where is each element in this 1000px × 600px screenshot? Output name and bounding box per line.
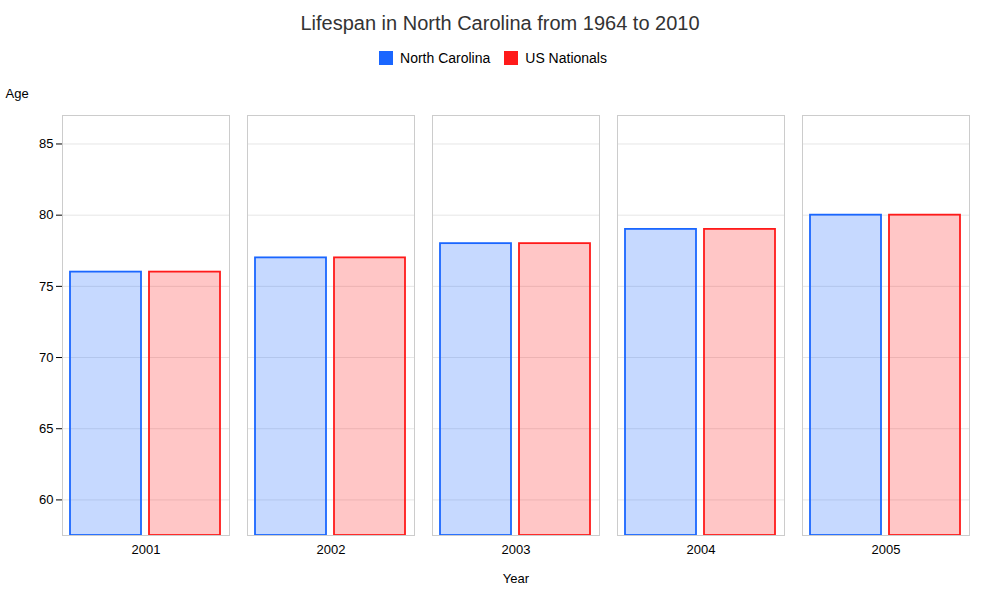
- svg-text:75: 75: [39, 279, 53, 294]
- svg-text:85: 85: [39, 136, 53, 151]
- svg-text:80: 80: [39, 207, 53, 222]
- svg-text:2005: 2005: [872, 542, 901, 557]
- svg-text:2002: 2002: [317, 542, 346, 557]
- svg-text:60: 60: [39, 492, 53, 507]
- svg-text:2001: 2001: [132, 542, 161, 557]
- svg-text:2004: 2004: [687, 542, 716, 557]
- svg-text:2003: 2003: [502, 542, 531, 557]
- svg-text:70: 70: [39, 350, 53, 365]
- html-text:North Carolina: North Carolina: [400, 49, 491, 66]
- html-text:US Nationals: US Nationals: [525, 49, 607, 66]
- svg-text:Year: Year: [503, 571, 530, 586]
- html-text:Lifespan in North Carolina fro: Lifespan in North Carolina from 1964 to …: [300, 12, 700, 34]
- svg-text:65: 65: [39, 421, 53, 436]
- svg-text:Age: Age: [6, 86, 29, 101]
